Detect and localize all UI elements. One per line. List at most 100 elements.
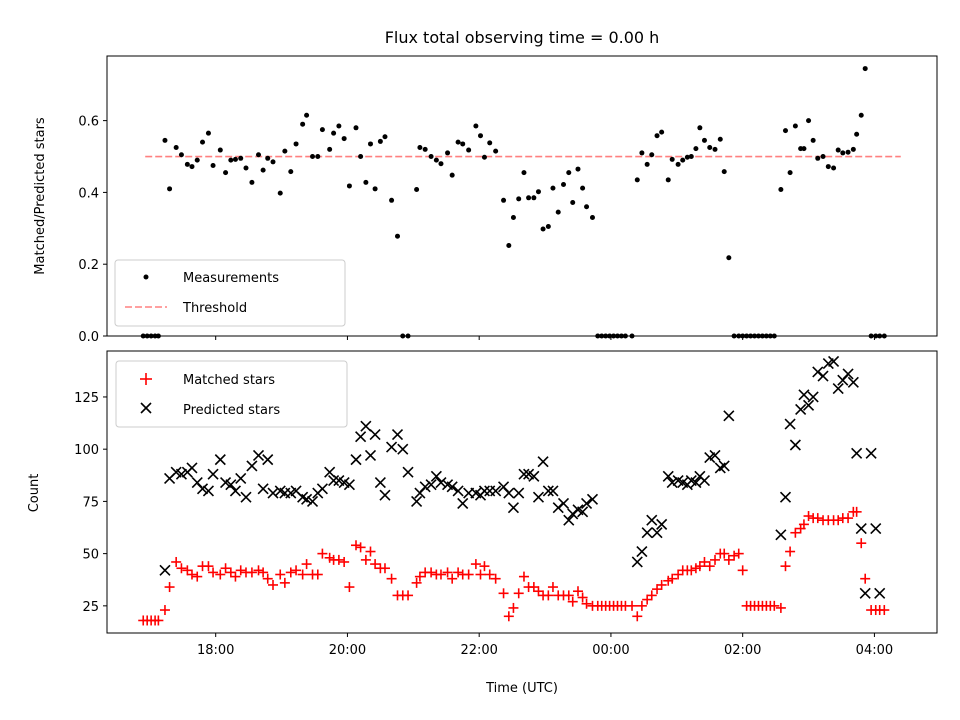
data-point — [632, 611, 643, 622]
data-point — [240, 491, 252, 503]
data-point — [353, 125, 359, 131]
data-point — [710, 554, 721, 565]
data-point — [784, 418, 796, 430]
bottom-y-ticks: 25 50 75 100 125 — [74, 391, 107, 615]
data-point — [370, 559, 381, 570]
data-point — [665, 177, 671, 183]
legend-measurements-label: Measurements — [183, 271, 279, 286]
data-point — [395, 233, 400, 239]
data-point — [411, 495, 423, 507]
predicted-stars-series — [159, 355, 886, 599]
data-point — [346, 183, 352, 189]
data-point — [631, 556, 643, 568]
data-point — [719, 548, 730, 559]
data-point — [542, 485, 554, 497]
data-point — [445, 150, 451, 156]
data-point — [253, 565, 264, 576]
data-point — [566, 170, 572, 176]
data-point — [339, 556, 350, 567]
y-tick-label: 50 — [82, 548, 99, 563]
data-point — [572, 586, 583, 597]
data-point — [223, 170, 229, 176]
data-point — [498, 588, 509, 599]
x-tick-label: 22:00 — [460, 643, 497, 658]
data-point — [386, 573, 397, 584]
data-point — [518, 571, 529, 582]
data-point — [787, 170, 793, 176]
data-point — [859, 587, 871, 599]
data-point — [203, 561, 214, 572]
data-point — [389, 197, 395, 203]
data-point — [501, 197, 507, 203]
data-point — [807, 391, 819, 403]
data-point — [257, 483, 269, 495]
data-point — [726, 255, 732, 261]
data-point — [291, 565, 302, 576]
data-point — [874, 587, 886, 599]
data-point — [182, 565, 193, 576]
data-point — [856, 538, 867, 549]
y-tick-label: 100 — [74, 443, 99, 458]
data-point — [584, 204, 590, 210]
data-point — [301, 493, 313, 505]
data-point — [229, 485, 242, 497]
data-point — [561, 182, 566, 188]
data-point — [351, 540, 361, 551]
data-point — [831, 165, 837, 171]
data-point — [709, 449, 721, 462]
data-point — [417, 145, 423, 151]
data-point — [533, 586, 544, 597]
data-point — [717, 136, 723, 142]
data-point — [343, 479, 355, 491]
data-point — [484, 569, 495, 580]
data-point — [379, 489, 391, 501]
bottom-panel: 25 50 75 100 125 18:00 20:00 22:00 00:00 02:00 04… — [27, 350, 938, 696]
data-point — [331, 130, 337, 136]
data-point — [557, 497, 570, 510]
data-point — [798, 519, 809, 530]
y-tick-label: 0.4 — [78, 186, 99, 201]
data-point — [386, 441, 398, 453]
data-point — [324, 466, 336, 478]
data-point — [577, 506, 589, 518]
data-point — [586, 493, 599, 505]
data-point — [718, 460, 730, 472]
y-tick-label: 25 — [82, 600, 99, 615]
data-point — [447, 573, 458, 584]
data-point — [513, 588, 524, 599]
data-point — [652, 584, 663, 595]
data-point — [369, 428, 381, 441]
top-y-axis-label: Matched/Predicted stars — [33, 117, 48, 275]
data-point — [184, 161, 190, 167]
data-point — [453, 567, 464, 578]
data-point — [460, 141, 466, 147]
top-y-ticks: 0.0 0.2 0.4 0.6 — [78, 115, 107, 345]
data-point — [438, 161, 444, 167]
data-point — [473, 123, 479, 129]
data-point — [225, 567, 236, 578]
data-point — [651, 527, 663, 539]
data-point — [397, 443, 409, 455]
data-point — [258, 567, 269, 578]
data-point — [851, 447, 863, 459]
data-point — [673, 569, 684, 580]
y-tick-label: 0.2 — [78, 258, 99, 273]
data-point — [208, 567, 219, 578]
data-point — [225, 479, 237, 491]
data-point — [858, 112, 864, 118]
data-point — [202, 485, 215, 497]
data-point — [680, 157, 686, 163]
data-point — [860, 573, 871, 584]
data-point — [842, 368, 854, 380]
data-point — [513, 487, 525, 499]
legend-matched-label: Matched stars — [183, 373, 275, 388]
data-point — [304, 112, 310, 118]
data-point — [855, 522, 867, 535]
data-point — [297, 569, 308, 580]
y-tick-label: 0.6 — [78, 115, 99, 130]
data-point — [175, 468, 188, 480]
data-point — [265, 155, 271, 161]
data-point — [639, 150, 645, 156]
data-point — [419, 481, 431, 493]
data-point — [360, 554, 371, 565]
